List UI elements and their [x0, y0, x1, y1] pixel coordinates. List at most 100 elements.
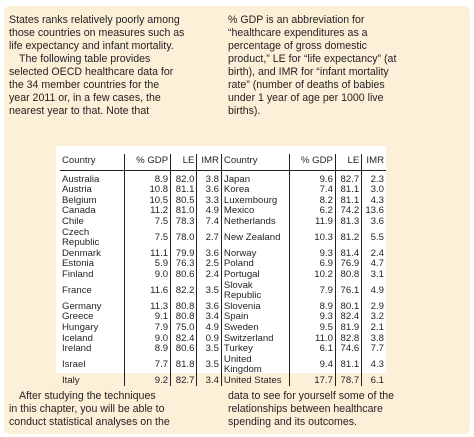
cell-gdp: 11.9 — [289, 216, 336, 228]
cell-country: Norway — [220, 248, 290, 260]
cell-gdp: 9.3 — [289, 248, 336, 260]
table-row: Iceland 9.0 82.4 0.9 Switzerland 11.0 82.8 3.8 — [60, 333, 386, 345]
text-line: the 34 member countries for the — [9, 79, 160, 91]
cell-le: 81.3 — [334, 216, 362, 228]
cell-imr: 4.3 — [361, 354, 386, 376]
cell-le: 75.0 — [170, 322, 197, 334]
cell-country: Sweden — [220, 322, 290, 334]
outro-paragraph-left: After studying the techniques in this ch… — [9, 390, 227, 429]
text-line: births). — [228, 105, 261, 117]
cell-gdp: 9.5 — [289, 322, 336, 334]
column-header-country: Country — [220, 154, 290, 171]
cell-imr: 2.4 — [196, 269, 222, 281]
cell-le: 80.8 — [170, 312, 197, 323]
column-header-gdp: % GDP — [289, 154, 336, 171]
cell-country: Ireland — [62, 343, 92, 355]
cell-le: 81.9 — [334, 322, 362, 334]
cell-imr: 3.5 — [196, 280, 222, 302]
cell-imr: 2.7 — [196, 227, 222, 249]
cell-country: United Kingdom — [220, 354, 290, 376]
cell-imr: 2.4 — [361, 248, 386, 260]
cell-gdp: 10.5 — [124, 195, 171, 207]
text-line: data to see for yourself some of the — [228, 390, 395, 402]
oecd-healthcare-table-panel: Country % GDP LE IMR Country % GDP LE IM… — [56, 146, 386, 387]
cell-gdp: 17.7 — [289, 375, 336, 387]
cell-country: Denmark — [62, 247, 101, 259]
table-header-row: Country % GDP LE IMR Country % GDP LE IM… — [60, 154, 386, 171]
cell-gdp: 8.9 — [124, 343, 171, 355]
column-header-imr: IMR — [361, 154, 386, 171]
cell-country: Austria — [62, 184, 92, 196]
cell-country: Hungary — [62, 321, 99, 333]
cell-gdp: 7.4 — [289, 185, 336, 196]
text-line: selected OECD healthcare data for — [9, 66, 174, 78]
cell-gdp: 11.2 — [124, 206, 171, 217]
cell-imr: 2.5 — [196, 259, 222, 270]
cell-gdp: 10.3 — [289, 227, 336, 249]
cell-country: Slovak Republic — [220, 280, 290, 302]
cell-le: 80.6 — [170, 269, 197, 281]
cell-gdp: 11.1 — [124, 248, 171, 260]
cell-imr: 4.9 — [361, 280, 386, 302]
table-row: Germany 11.3 80.8 3.6 Slovenia 8.9 80.1 2.9 — [60, 300, 386, 313]
table-row: Italy 9.2 82.7 3.4 United States 17.7 78.7 6.1 — [60, 375, 386, 387]
text-line: conduct statistical analyses on the — [9, 416, 170, 428]
cell-le: 82.2 — [170, 280, 197, 302]
cell-gdp: 7.7 — [124, 354, 171, 376]
cell-imr: 3.4 — [196, 312, 222, 323]
column-header-imr: IMR — [196, 154, 222, 171]
cell-country: Mexico — [220, 206, 290, 217]
text-line: birth), and IMR for “infant mortality — [228, 66, 389, 78]
text-line: those countries on measures such as — [9, 27, 185, 39]
table-row: Finland 9.0 80.6 2.4 Portugal 10.2 80.8 3.1 — [60, 269, 386, 281]
cell-le: 81.2 — [334, 227, 362, 249]
cell-le: 82.8 — [334, 333, 362, 345]
cell-country: Spain — [220, 312, 290, 323]
cell-imr: 13.6 — [361, 206, 386, 217]
cell-le: 81.8 — [170, 354, 197, 376]
cell-gdp: 6.2 — [289, 206, 336, 217]
cell-country: Germany — [62, 300, 102, 312]
column-header-country: Country — [60, 154, 125, 171]
cell-country: Belgium — [62, 194, 97, 206]
cell-le: 82.4 — [170, 333, 197, 345]
cell-country: Luxembourg — [220, 195, 290, 207]
oecd-healthcare-table: Country % GDP LE IMR Country % GDP LE IM… — [60, 154, 386, 387]
text-line: life expectancy and infant mortality. — [9, 40, 174, 52]
cell-gdp: 8.2 — [289, 195, 336, 207]
cell-imr: 3.8 — [361, 333, 386, 345]
cell-imr: 0.9 — [196, 333, 222, 345]
cell-imr: 7.7 — [361, 343, 386, 355]
table-row: Australia 8.9 82.0 3.8 Japan 9.6 82.7 2.3 — [60, 170, 386, 186]
cell-country: Poland — [220, 259, 290, 270]
cell-gdp: 9.3 — [289, 312, 336, 323]
table-row: Israel 7.7 81.8 3.5 United Kingdom 9.4 81.1 4.3 — [60, 354, 386, 376]
cell-imr: 3.1 — [361, 269, 386, 281]
cell-le: 78.0 — [170, 227, 197, 249]
table-row: Estonia 5.9 76.3 2.5 Poland 6.9 76.9 4.7 — [60, 259, 386, 270]
document-page: States ranks relatively poorly among tho… — [4, 6, 470, 434]
cell-country: Canada — [62, 205, 96, 217]
cell-le: 76.1 — [334, 280, 362, 302]
text-line: The following table provides — [19, 53, 151, 65]
cell-country: Turkey — [220, 343, 290, 355]
cell-le: 74.6 — [334, 343, 362, 355]
cell-country: Switzerland — [220, 333, 290, 345]
table-row: Ireland 8.9 80.6 3.5 Turkey 6.1 74.6 7.7 — [60, 343, 386, 355]
cell-gdp: 10.2 — [289, 269, 336, 281]
text-line: product,” LE for “life expectancy” (at — [228, 53, 397, 65]
cell-imr: 6.1 — [361, 375, 386, 387]
cell-le: 80.8 — [334, 269, 362, 281]
cell-gdp: 6.9 — [289, 259, 336, 270]
cell-imr: 3.4 — [196, 375, 222, 387]
cell-gdp: 11.0 — [289, 333, 336, 345]
intro-paragraph-right: % GDP is an abbreviation for “healthcare… — [228, 14, 450, 118]
cell-gdp: 7.9 — [124, 322, 171, 334]
table-body: Australia 8.9 82.0 3.8 Japan 9.6 82.7 2.3 Austri… — [60, 170, 386, 387]
cell-gdp: 9.1 — [124, 312, 171, 323]
table-row: Hungary 7.9 75.0 4.9 Sweden 9.5 81.9 2.1 — [60, 321, 386, 334]
text-line: After studying the techniques — [19, 390, 156, 402]
text-line: rate” (number of deaths of babies — [228, 79, 385, 91]
table-row: Greece 9.1 80.8 3.4 Spain 9.3 82.4 3.2 — [60, 312, 386, 323]
cell-country: Slovenia — [220, 301, 290, 313]
